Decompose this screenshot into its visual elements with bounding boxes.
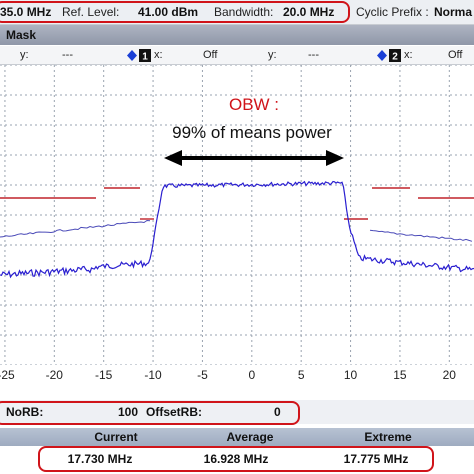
x-tick-label: 0 (248, 368, 256, 382)
header-current: Current (94, 430, 138, 444)
marker2-icon[interactable]: 2 (377, 49, 403, 62)
marker2-y-value: --- (308, 49, 319, 61)
ref-level-label: Ref. Level: (62, 5, 120, 19)
mask-panel-header: Mask (0, 25, 474, 45)
norb-label: NoRB: (6, 405, 44, 419)
spectrum-trace (0, 180, 474, 279)
marker2-badge: 2 (392, 52, 398, 63)
cyclic-prefix-value: Norma (434, 5, 473, 19)
marker1-y-value: --- (62, 49, 73, 61)
grid-horizontal (0, 65, 474, 365)
x-tick-label: -15 (95, 368, 113, 382)
x-tick-label: -20 (45, 368, 63, 382)
center-frequency-value: 35.0 MHz (0, 5, 52, 19)
ref-level-value: 41.00 dBm (138, 5, 199, 19)
offsetrb-label: OffsetRB: (146, 405, 202, 419)
x-tick-label: 20 (442, 368, 456, 382)
marker1-x-value: Off (203, 49, 218, 61)
marker2-x-value: Off (448, 49, 463, 61)
reference-trace-right (369, 229, 473, 242)
obw-double-arrow (164, 150, 344, 166)
x-tick-label: 10 (343, 368, 358, 382)
obw-subtitle: 99% of means power (172, 123, 332, 142)
marker-bar: y: --- 1 x: Off y: --- 2 x: Off (0, 46, 474, 65)
marker1-y-label: y: (20, 49, 29, 61)
marker1-x-label: x: (154, 49, 163, 61)
mask-title: Mask (6, 28, 37, 42)
obw-title: OBW : (229, 95, 279, 114)
spectrum-plot: OBW : 99% of means power (0, 65, 474, 365)
bandwidth-label: Bandwidth: (214, 5, 274, 19)
header-extreme: Extreme (364, 430, 412, 444)
x-tick-label: 15 (393, 368, 407, 382)
x-tick-label: -10 (144, 368, 162, 382)
mask-limit-lines (0, 187, 474, 242)
marker1-badge: 1 (142, 52, 148, 63)
reference-trace-left (0, 219, 151, 238)
marker2-y-label: y: (268, 49, 277, 61)
status-bar: 35.0 MHz Ref. Level: 41.00 dBm Bandwidth… (0, 0, 474, 25)
x-tick-label: -25 (0, 368, 15, 382)
bandwidth-value: 20.0 MHz (283, 5, 335, 19)
x-tick-label: 5 (297, 368, 305, 382)
offsetrb-value: 0 (274, 405, 281, 419)
status-highlight-box (0, 1, 350, 23)
x-axis-ticks: -25 -20 -15 -10 -5 0 5 10 15 20 (0, 366, 474, 384)
results-row: 17.730 MHz 16.928 MHz 17.775 MHz (0, 448, 474, 470)
value-current: 17.730 MHz (67, 452, 133, 466)
value-extreme: 17.775 MHz (343, 452, 409, 466)
value-average: 16.928 MHz (203, 452, 269, 466)
norb-panel: NoRB: 100 OffsetRB: 0 (0, 400, 474, 424)
header-average: Average (226, 430, 274, 444)
norb-highlight-box (0, 401, 300, 425)
marker2-x-label: x: (404, 49, 413, 61)
cyclic-prefix-label: Cyclic Prefix : (356, 5, 429, 19)
x-tick-label: -5 (197, 368, 208, 382)
norb-value: 100 (118, 405, 139, 419)
results-header: Current Average Extreme (0, 428, 474, 446)
results-highlight-box (38, 446, 434, 472)
marker1-icon[interactable]: 1 (127, 49, 153, 62)
